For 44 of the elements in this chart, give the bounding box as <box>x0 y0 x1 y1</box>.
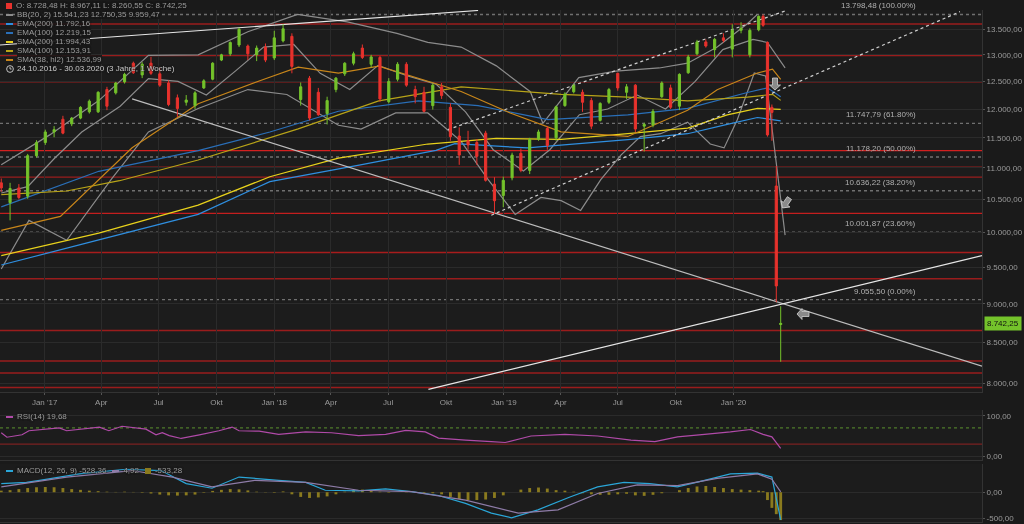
y-tick-label: 10.000,00 <box>986 228 1023 238</box>
y-tick-label: 9.500,00 <box>986 262 1019 272</box>
y-tick-label: 100,00 <box>986 411 1012 421</box>
y-tick-label: 11.000,00 <box>986 163 1023 173</box>
x-tick-label: Okt <box>669 397 683 407</box>
x-tick-label: Okt <box>210 397 224 407</box>
y-tick-label: 8.500,00 <box>986 338 1019 348</box>
annotation: 8.742,25 <box>987 319 1019 328</box>
legend-label: SMA(100) 12.153,91 <box>17 46 91 55</box>
y-tick-label: 12.000,00 <box>986 104 1023 114</box>
x-tick-label: Jul <box>612 397 624 407</box>
x-tick-label: Jul <box>153 397 164 407</box>
y-tick-label: 9.000,00 <box>986 299 1019 309</box>
legend-label: BB(20, 2) 15.541,23 12.750,35 9.959,47 <box>17 10 160 19</box>
y-tick-label: 13.500,00 <box>986 25 1023 35</box>
x-tick-label: Jul <box>383 397 394 407</box>
y-tick-label: 12.500,00 <box>986 77 1023 87</box>
x-tick-label: Apr <box>554 397 568 407</box>
x-tick-label: Apr <box>324 397 338 407</box>
legend-label: EMA(200) 11.792,16 <box>17 19 91 28</box>
x-tick-label: Jan '19 <box>491 397 518 407</box>
legend-label: SMA(38, hl2) 12.536,99 <box>17 55 102 64</box>
ref-line-label: 11.747,79 (61.80%) <box>846 110 917 119</box>
x-tick-label: Jan '18 <box>261 397 288 407</box>
y-tick-label: 8.000,00 <box>986 379 1019 389</box>
legend-label: -533,28 <box>154 466 183 475</box>
y-tick-label: 0,00 <box>986 488 1003 498</box>
legend-label: RSI(14) 19,68 <box>17 412 67 421</box>
ref-line-label: 10.636,22 (38.20%) <box>845 178 916 187</box>
legend-label: O: 8.728,48 H: 8.967,11 L: 8.260,55 C: 8.742,25 <box>16 1 187 10</box>
x-tick-label: Jan '20 <box>720 397 747 407</box>
ref-line-label: 13.798,48 (100.00%) <box>841 1 917 10</box>
y-tick-label: -500,00 <box>986 514 1015 524</box>
ref-line-label: 9.055,50 (0.00%) <box>854 287 916 296</box>
y-tick-label: 0,00 <box>986 452 1003 462</box>
x-tick-label: Jan '17 <box>31 397 58 407</box>
y-tick-label: 13.000,00 <box>986 50 1023 60</box>
legend-label: EMA(100) 12.219,15 <box>17 28 91 37</box>
ref-line-label: 10.001,87 (23.60%) <box>845 219 916 228</box>
x-tick-label: Okt <box>439 397 454 407</box>
y-tick-label: 11.500,00 <box>986 133 1023 143</box>
x-tick-label: Apr <box>95 397 108 407</box>
legend-label: SMA(200) 11.994,43 <box>17 37 91 46</box>
y-tick-label: 10.500,00 <box>986 195 1023 205</box>
